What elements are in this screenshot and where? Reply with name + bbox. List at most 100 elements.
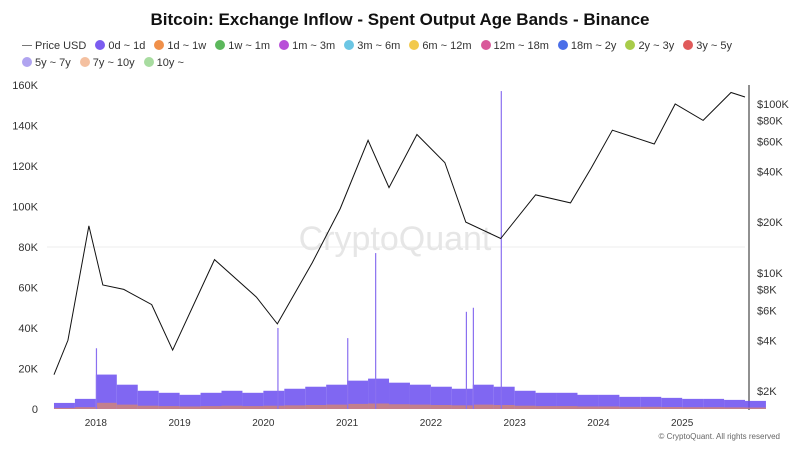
inflow-bar bbox=[472, 384, 494, 409]
inflow-bar-older bbox=[451, 405, 473, 409]
copyright: © CryptoQuant. All rights reserved bbox=[658, 432, 781, 441]
legend-label: 0d ~ 1d bbox=[108, 40, 146, 52]
inflow-bar-older bbox=[619, 406, 641, 409]
inflow-bar-older bbox=[305, 404, 327, 409]
legend-marker bbox=[279, 40, 290, 50]
inflow-bar-older bbox=[137, 405, 159, 409]
legend-marker bbox=[215, 40, 226, 50]
legend-item[interactable]: 7y ~ 10y bbox=[79, 55, 135, 72]
inflow-bar-older bbox=[389, 404, 410, 409]
inflow-bar bbox=[74, 398, 96, 409]
legend-label: 10y ~ bbox=[156, 57, 184, 69]
inflow-bar bbox=[326, 384, 348, 409]
legend-item[interactable]: 1m ~ 3m bbox=[279, 38, 335, 55]
y-tick-label: 40K bbox=[18, 323, 38, 335]
legend-item[interactable]: 0d ~ 1d bbox=[95, 38, 145, 55]
legend-marker bbox=[409, 40, 420, 50]
inflow-bar-older bbox=[326, 404, 348, 409]
inflow-bar bbox=[619, 396, 641, 409]
y2-tick-label: $4K bbox=[757, 335, 777, 347]
legend-item[interactable]: 6m ~ 12m bbox=[409, 38, 472, 55]
inflow-bar-older bbox=[368, 403, 390, 409]
inflow-bar bbox=[179, 394, 201, 409]
inflow-bar-older bbox=[514, 405, 536, 409]
inflow-bar-older bbox=[661, 406, 683, 409]
inflow-bar-older bbox=[221, 405, 243, 409]
legend: Price USD 0d ~ 1d 1d ~ 1w 1w ~ 1m 1m ~ 3m 3m … bbox=[22, 38, 792, 72]
inflow-spike bbox=[95, 348, 98, 409]
legend-label: 1d ~ 1w bbox=[167, 40, 207, 52]
inflow-bar bbox=[53, 402, 75, 409]
inflow-bar-older bbox=[640, 406, 662, 409]
legend-item[interactable]: 1w ~ 1m bbox=[215, 38, 270, 55]
x-tick-label: 2018 bbox=[85, 418, 108, 429]
inflow-bar bbox=[745, 400, 766, 409]
legend-label: 3m ~ 6m bbox=[357, 40, 401, 52]
legend-item[interactable]: 10y ~ bbox=[143, 55, 184, 72]
legend-item[interactable]: 18m ~ 2y bbox=[557, 38, 617, 55]
legend-marker bbox=[143, 57, 154, 67]
x-tick-label: 2022 bbox=[420, 418, 443, 429]
inflow-bar bbox=[451, 388, 473, 409]
inflow-bar bbox=[661, 397, 683, 409]
legend-item[interactable]: 3m ~ 6m bbox=[344, 38, 400, 55]
inflow-bar bbox=[200, 392, 222, 409]
inflow-bar-older bbox=[724, 407, 745, 409]
legend-label: 1m ~ 3m bbox=[292, 40, 336, 52]
legend-marker bbox=[22, 45, 32, 46]
inflow-bar-older bbox=[703, 407, 725, 409]
legend-label: 7y ~ 10y bbox=[92, 57, 135, 69]
price-line bbox=[53, 91, 746, 375]
inflow-bar-older bbox=[493, 404, 515, 409]
legend-label: Price USD bbox=[35, 40, 87, 52]
inflow-bar-older bbox=[179, 406, 201, 409]
y-tick-label: 80K bbox=[18, 242, 38, 254]
y2-tick-label: $10K bbox=[757, 268, 783, 280]
inflow-spike bbox=[347, 338, 349, 409]
inflow-bar bbox=[535, 392, 557, 409]
inflow-bar-older bbox=[200, 406, 222, 409]
inflow-spike bbox=[472, 307, 474, 409]
chart-title: Bitcoin: Exchange Inflow - Spent Output … bbox=[150, 10, 650, 29]
legend-item[interactable]: 5y ~ 7y bbox=[22, 55, 71, 72]
inflow-bar bbox=[409, 384, 431, 409]
inflow-bar bbox=[368, 378, 390, 409]
legend-item[interactable]: Price USD bbox=[22, 38, 86, 55]
inflow-bar-older bbox=[556, 406, 578, 409]
y-tick-label: 140K bbox=[12, 121, 38, 133]
x-tick-label: 2021 bbox=[336, 418, 359, 429]
y2-tick-label: $40K bbox=[757, 166, 783, 178]
legend-item[interactable]: 1d ~ 1w bbox=[154, 38, 206, 55]
inflow-bar-older bbox=[577, 406, 599, 409]
legend-label: 1w ~ 1m bbox=[228, 40, 271, 52]
inflow-bar bbox=[724, 399, 745, 409]
x-tick-label: 2024 bbox=[587, 418, 610, 429]
y-tick-label: 0 bbox=[32, 404, 38, 416]
legend-marker bbox=[154, 40, 165, 50]
legend-label: 2y ~ 3y bbox=[638, 40, 675, 52]
y-tick-label: 60K bbox=[18, 283, 38, 295]
y-tick-label: 120K bbox=[12, 161, 38, 173]
legend-marker bbox=[683, 40, 694, 50]
y-tick-label: 160K bbox=[12, 80, 38, 92]
x-tick-label: 2020 bbox=[252, 418, 275, 429]
inflow-bar-older bbox=[263, 405, 285, 409]
y2-tick-label: $100K bbox=[757, 99, 789, 111]
inflow-bar bbox=[430, 386, 452, 409]
y2-tick-label: $80K bbox=[757, 115, 783, 127]
inflow-bar-older bbox=[95, 402, 117, 409]
legend-label: 5y ~ 7y bbox=[35, 57, 71, 69]
inflow-bar-older bbox=[242, 406, 264, 409]
inflow-spike bbox=[277, 328, 279, 409]
legend-label: 18m ~ 2y bbox=[570, 40, 617, 52]
inflow-bar-older bbox=[535, 406, 557, 409]
inflow-bar bbox=[556, 392, 578, 409]
inflow-spike bbox=[465, 311, 467, 409]
inflow-bar bbox=[284, 388, 306, 409]
legend-marker bbox=[95, 40, 106, 50]
legend-item[interactable]: 2y ~ 3y bbox=[625, 38, 674, 55]
legend-item[interactable]: 3y ~ 5y bbox=[683, 38, 732, 55]
legend-item[interactable]: 12m ~ 18m bbox=[480, 38, 549, 55]
